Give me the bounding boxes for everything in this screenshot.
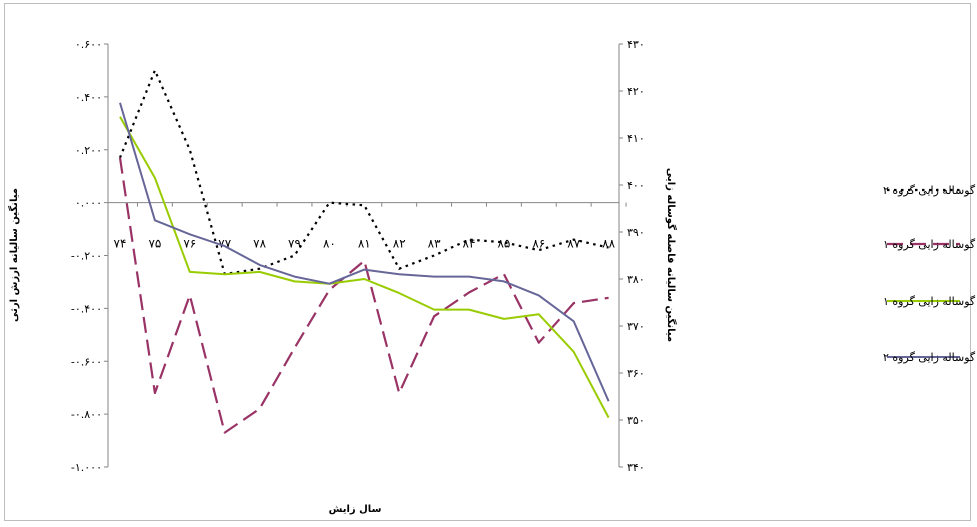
series-line-2 [118,157,609,434]
series-line-4 [119,102,610,402]
x-tick-label: ۷۵ [148,237,161,251]
y-right-tick-label: ۳۹۰ [627,226,645,239]
x-tick-label: ۸۳ [428,237,441,251]
series-line-3 [119,116,610,419]
legend-label-1: میانگین ارزش ارثی فاصله گوساله زایی گروه… [883,184,977,197]
legend-label-2: میانگین ارزش ارثی فاصله گوساله زایی گروه… [883,238,977,251]
y-axis-title-left: میانگین سالیانه ارزش ارثی [7,188,20,322]
y-right-tick-label: ۴۰۰ [627,179,645,192]
legend-label-3: میانگین فاصله گوساله زایی گروه ۱ [883,295,977,308]
y-right-tick-label: ۳۸۰ [627,273,645,286]
y-left-tick-label: ۰.۴۰۰ [75,91,102,104]
x-tick-label: ۸۴ [463,237,476,251]
y-left-tick-label: -۱.۰۰۰ [71,461,102,474]
y-left-tick-label: ۰.۶۰۰ [75,38,102,51]
x-tick-label: ۸۶ [532,237,545,251]
x-tick-label: ۸۵ [497,237,510,251]
x-tick-label: ۷۴ [114,237,127,251]
x-tick-label: ۸۲ [393,237,406,251]
y-right-tick-label: ۴۱۰ [627,132,645,145]
x-tick-label: ۷۶ [183,237,196,251]
y-left-tick-label: ۰.۰۰۰ [75,197,102,210]
y-right-tick-label: ۴۳۰ [627,38,645,51]
legend-label-4: میانگین فاصله گوساله زایی گروه ۲ [883,351,977,364]
x-tick-label: ۸۷ [567,237,580,251]
y-right-tick-label: ۳۶۰ [627,367,645,380]
x-tick-label: ۷۹ [288,237,301,251]
y-left-tick-label: -۰.۲۰۰ [71,250,102,263]
chart-frame [4,3,971,521]
y-right-tick-label: ۳۵۰ [627,414,645,427]
series-line-1 [118,69,609,276]
y-left-tick-label: -۰.۸۰۰ [71,408,102,421]
x-tick-label: ۷۸ [253,237,266,251]
y-right-tick-label: ۳۷۰ [627,320,645,333]
y-left-tick-label: -۰.۴۰۰ [71,302,102,315]
y-right-tick-label: ۴۲۰ [627,85,645,98]
y-left-tick-label: ۰.۲۰۰ [75,144,102,157]
x-tick-label: ۸۱ [358,237,371,251]
x-tick-label: ۸۸ [602,237,615,251]
x-tick-label: ۸۰ [323,237,336,251]
y-right-tick-label: ۳۴۰ [627,461,645,474]
x-axis-title: سال زایش [329,504,382,515]
y-left-tick-label: -۰.۶۰۰ [71,355,102,368]
y-axis-title-right: میانگین سالیانه فاصله گوساله زایی [665,168,678,342]
